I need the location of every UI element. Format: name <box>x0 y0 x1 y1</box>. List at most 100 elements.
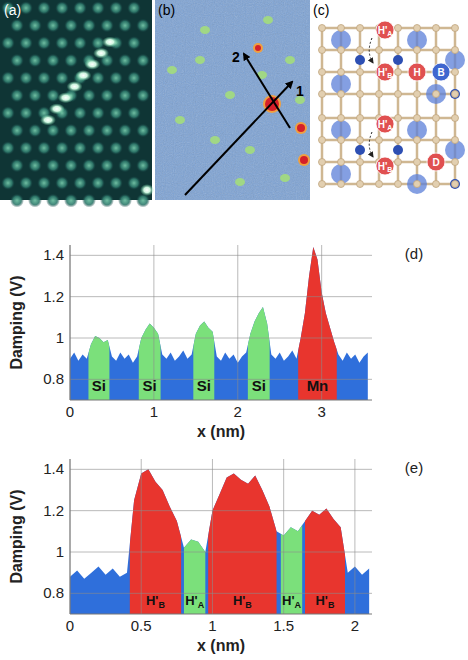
region-label: Mn <box>307 377 329 394</box>
arrow-2 <box>244 54 290 128</box>
si-atom <box>319 137 326 144</box>
x-tick-label: 0 <box>66 403 74 420</box>
region-label: Si <box>252 377 266 394</box>
surface-atom <box>37 141 51 155</box>
grid-line <box>70 296 372 297</box>
green-spot <box>167 66 177 74</box>
bright-chain-atom <box>84 59 100 70</box>
bright-chain-atom <box>40 115 56 126</box>
subsurface-atom <box>450 89 460 99</box>
atom-label-main: H' <box>378 25 388 36</box>
atom-label: H'A <box>378 119 393 131</box>
surface-atom <box>100 19 114 33</box>
green-spot <box>210 136 220 144</box>
red-spot-halo <box>295 122 307 134</box>
grid-line <box>70 510 372 511</box>
surface-atom <box>109 141 123 155</box>
si-atom <box>338 25 345 32</box>
y-axis-line <box>70 245 71 400</box>
region-group <box>208 469 276 614</box>
surface-atom <box>109 106 123 120</box>
surface-atom <box>55 176 69 190</box>
surface-atom <box>10 124 24 138</box>
region-label-main: Si <box>92 377 106 394</box>
region-group <box>130 469 181 614</box>
si-atom <box>433 115 440 122</box>
bright-spot <box>140 184 154 196</box>
hop-arrow <box>369 132 373 157</box>
y-axis-title: Damping (V) <box>8 275 25 369</box>
surface-atom <box>1 106 15 120</box>
y-tick-label: 1 <box>56 543 64 560</box>
surface-atom <box>19 36 33 50</box>
surface-atom <box>82 19 96 33</box>
surface-atom <box>118 194 132 208</box>
region-label-main: Si <box>143 377 157 394</box>
si-atom <box>376 137 383 144</box>
si-atom <box>338 137 345 144</box>
atom-label-main: H <box>413 67 420 78</box>
y-axis-line <box>70 459 71 614</box>
subsurface-atom <box>393 55 403 65</box>
atom-label-subscript: A <box>387 124 392 131</box>
si-atom <box>357 69 364 76</box>
surface-atom <box>46 19 60 33</box>
si-atom <box>395 69 402 76</box>
region-label: H'A <box>282 593 301 610</box>
si-atom <box>338 159 345 166</box>
region-group <box>184 469 205 614</box>
surface-atom <box>91 176 105 190</box>
hydrogen-atom <box>376 63 394 81</box>
surface-atom <box>64 124 78 138</box>
green-spot <box>280 174 290 182</box>
subsurface-atom <box>355 145 365 155</box>
subsurface-atom <box>355 55 365 65</box>
si-atom <box>376 181 383 188</box>
panel-c: H'AH'BHBH'ADH'B <box>319 21 466 194</box>
surface-atom <box>55 1 69 15</box>
si-atom <box>338 115 345 122</box>
red-spot-halo <box>298 154 310 166</box>
atom-label: H'A <box>378 25 393 37</box>
region-label: H'B <box>233 593 252 610</box>
surface-atom <box>127 176 141 190</box>
x-axis-title: x (nm) <box>197 423 245 440</box>
green-spot <box>245 146 255 154</box>
si-atom <box>357 115 364 122</box>
region-group <box>88 247 109 400</box>
y-tick-label: 1 <box>56 329 64 346</box>
surface-atom <box>109 71 123 85</box>
surface-atom <box>82 124 96 138</box>
surface-atom <box>64 19 78 33</box>
si-atom <box>452 91 459 98</box>
surface-atom <box>64 54 78 68</box>
si-atom <box>376 91 383 98</box>
x-tick-label: 1 <box>208 617 216 634</box>
surface-atom <box>19 141 33 155</box>
surface-atom <box>127 71 141 85</box>
si-atom <box>433 91 440 98</box>
stm-background <box>0 0 152 200</box>
si-atom <box>433 25 440 32</box>
surface-atom <box>100 159 114 173</box>
x-tick-label: 2 <box>351 617 359 634</box>
y-tick-label: 1.4 <box>43 246 64 263</box>
green-spot <box>175 116 185 124</box>
bright-chain-atom <box>49 103 65 114</box>
grid-line <box>70 255 372 256</box>
x-axis-line <box>70 400 372 401</box>
bright-chain-atom <box>67 81 83 92</box>
si-atom <box>414 137 421 144</box>
si-atom <box>395 181 402 188</box>
surface-atom <box>136 19 150 33</box>
surface-atom <box>100 194 114 208</box>
surface-atom <box>1 71 15 85</box>
si-atom <box>433 47 440 54</box>
si-atom <box>433 181 440 188</box>
surface-atom <box>28 124 42 138</box>
x-axis-line <box>70 614 372 615</box>
si-atom <box>338 91 345 98</box>
grid-line <box>354 459 355 614</box>
region-group <box>193 247 214 400</box>
si-atom <box>357 137 364 144</box>
